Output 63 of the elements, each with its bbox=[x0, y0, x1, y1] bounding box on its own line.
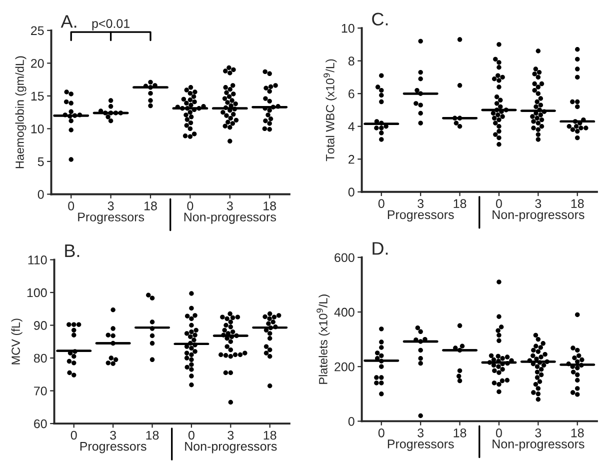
x-tick-label: 3 bbox=[535, 428, 542, 438]
text: Non-progressors bbox=[184, 212, 276, 224]
x-tick-label: 0 bbox=[188, 430, 194, 440]
x-tick-label: 3 bbox=[535, 199, 542, 208]
y-tick-label: 0 bbox=[38, 190, 44, 199]
x-tick-label: 18 bbox=[264, 430, 276, 440]
y-tick-label: 10 bbox=[342, 24, 354, 33]
y-tick-label: 0 bbox=[348, 417, 354, 426]
x-tick-label: 0 bbox=[496, 428, 502, 438]
x-tick-label: 18 bbox=[146, 430, 159, 440]
y-tick-label: 10 bbox=[31, 124, 44, 134]
x-tick-label: 3 bbox=[228, 430, 234, 440]
y-tick-label: 600 bbox=[334, 253, 354, 262]
chart-title: D. bbox=[372, 242, 388, 255]
x-tick-label: 18 bbox=[264, 201, 276, 210]
text: Non-progressors bbox=[185, 442, 277, 454]
x-tick-label: 3 bbox=[418, 199, 424, 208]
x-tick-label: 0 bbox=[496, 199, 502, 208]
y-tick-label: 20 bbox=[31, 58, 44, 68]
x-tick-label: 18 bbox=[454, 199, 466, 208]
y-tick-label: 200 bbox=[334, 362, 354, 372]
text: Progressors bbox=[388, 440, 454, 451]
y-tick-label: 90 bbox=[34, 321, 47, 330]
y-tick-label: 60 bbox=[34, 419, 47, 428]
y-tick-label: 100 bbox=[27, 288, 47, 298]
text: Progressors bbox=[78, 212, 144, 224]
x-tick-label: 0 bbox=[378, 428, 384, 438]
y-tick-label: 400 bbox=[334, 308, 354, 317]
text: Progressors bbox=[80, 442, 146, 454]
annotation: p<0.01 bbox=[92, 19, 130, 30]
text: Non-progressors bbox=[492, 210, 584, 222]
x-tick-label: 3 bbox=[418, 428, 424, 438]
x-tick-label: 18 bbox=[571, 428, 584, 438]
x-tick-label: 0 bbox=[187, 201, 194, 210]
x-tick-label: 18 bbox=[454, 428, 466, 438]
text: Progressors bbox=[388, 210, 454, 222]
y-tick-label: 4 bbox=[348, 122, 354, 131]
x-tick-label: 0 bbox=[68, 201, 74, 210]
y-axis-title: MCV (fL) bbox=[11, 318, 22, 364]
y-tick-label: 5 bbox=[38, 157, 44, 166]
x-tick-label: 18 bbox=[144, 201, 157, 210]
y-axis-title: Platelets (x10$^{9}$/L) bbox=[316, 294, 330, 384]
y-axis-title: Haemoglobin (gm/dL) bbox=[15, 56, 26, 168]
y-tick-label: 110 bbox=[28, 256, 47, 264]
x-tick-label: 3 bbox=[226, 201, 233, 210]
y-tick-label: 80 bbox=[34, 354, 47, 363]
x-tick-label: 0 bbox=[378, 199, 384, 208]
y-tick-label: 25 bbox=[31, 26, 44, 36]
y-tick-label: 15 bbox=[31, 92, 44, 101]
chart-title: A. bbox=[60, 15, 76, 28]
y-tick-label: 2 bbox=[348, 154, 354, 164]
chart-title: C. bbox=[372, 12, 388, 26]
y-tick-label: 6 bbox=[348, 89, 354, 98]
y-tick-label: 70 bbox=[34, 386, 47, 396]
x-tick-label: 3 bbox=[110, 430, 116, 440]
chart-title: B. bbox=[65, 244, 80, 257]
y-axis-title: Total WBC (x10$^{9}$/L) bbox=[324, 59, 337, 162]
x-tick-label: 3 bbox=[108, 201, 114, 210]
y-tick-label: 0 bbox=[348, 188, 354, 197]
y-tick-label: 8 bbox=[348, 56, 354, 66]
text: Non-progressors bbox=[492, 440, 584, 451]
x-tick-label: 0 bbox=[70, 430, 77, 440]
x-tick-label: 18 bbox=[571, 199, 584, 208]
